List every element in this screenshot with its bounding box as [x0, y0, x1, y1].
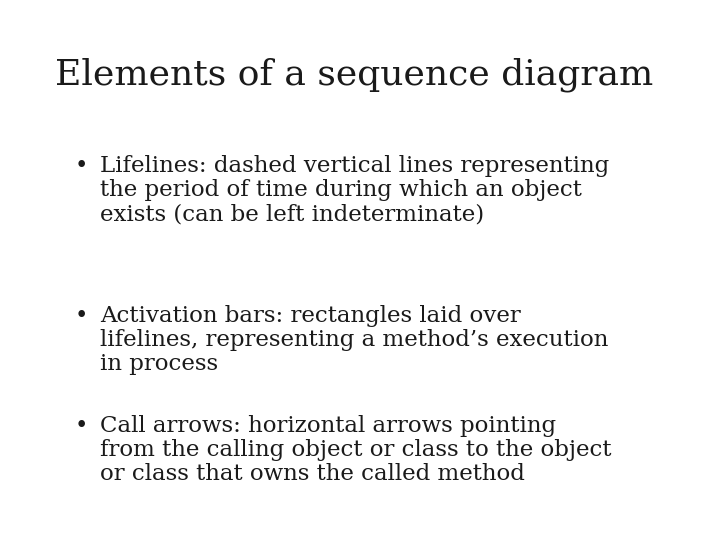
Text: from the calling object or class to the object: from the calling object or class to the … — [100, 439, 611, 461]
Text: Lifelines: dashed vertical lines representing: Lifelines: dashed vertical lines represe… — [100, 155, 609, 177]
Text: exists (can be left indeterminate): exists (can be left indeterminate) — [100, 203, 484, 225]
Text: •: • — [75, 415, 89, 437]
Text: the period of time during which an object: the period of time during which an objec… — [100, 179, 582, 201]
Text: •: • — [75, 155, 89, 177]
Text: in process: in process — [100, 353, 218, 375]
Text: Activation bars: rectangles laid over: Activation bars: rectangles laid over — [100, 305, 521, 327]
Text: or class that owns the called method: or class that owns the called method — [100, 463, 525, 485]
Text: •: • — [75, 305, 89, 327]
Text: lifelines, representing a method’s execution: lifelines, representing a method’s execu… — [100, 329, 608, 351]
Text: Elements of a sequence diagram: Elements of a sequence diagram — [55, 58, 653, 92]
Text: Call arrows: horizontal arrows pointing: Call arrows: horizontal arrows pointing — [100, 415, 556, 437]
